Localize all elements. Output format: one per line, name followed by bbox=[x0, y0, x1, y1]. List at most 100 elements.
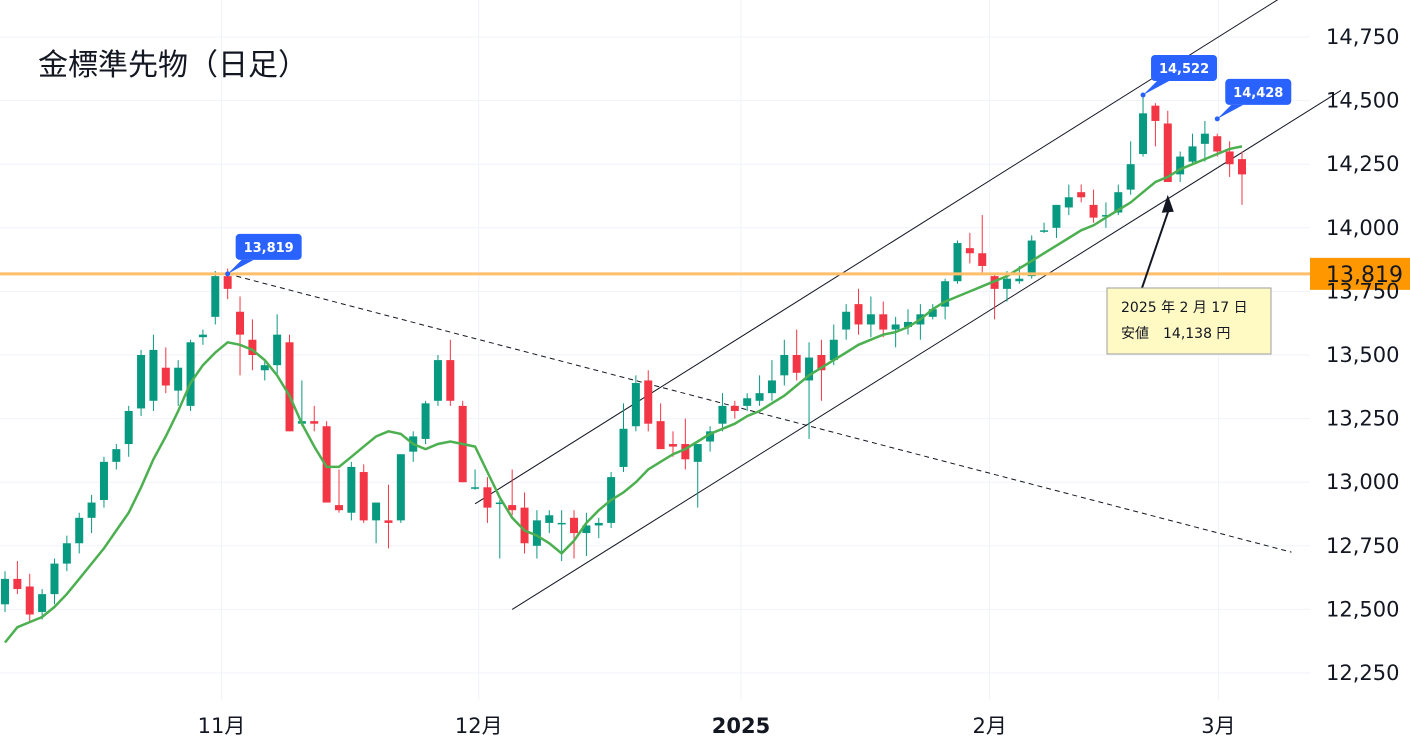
candle-5 bbox=[62, 535, 71, 572]
candle-51 bbox=[631, 375, 640, 432]
y-tick-label: 13,000 bbox=[1326, 470, 1399, 494]
candle-38 bbox=[471, 469, 480, 490]
candle-85 bbox=[1052, 204, 1061, 238]
candle-7 bbox=[87, 494, 96, 534]
candle-body bbox=[730, 405, 739, 411]
candle-67 bbox=[829, 324, 838, 366]
candle-97 bbox=[1200, 120, 1209, 162]
bubble-label: 14,428 bbox=[1233, 86, 1283, 101]
x-tick-label: 3月 bbox=[1201, 714, 1235, 738]
candle-78 bbox=[965, 232, 974, 264]
candle-body bbox=[792, 355, 801, 373]
candle-body bbox=[285, 342, 294, 432]
y-tick-label: 14,250 bbox=[1326, 152, 1399, 176]
candle-body bbox=[668, 444, 677, 447]
candle-body bbox=[396, 454, 405, 521]
low-note: 2025 年 2 月 17 日安値 14,138 円 bbox=[1106, 194, 1272, 355]
candle-body bbox=[433, 360, 442, 401]
candle-body bbox=[706, 431, 715, 442]
candle-body bbox=[483, 487, 492, 508]
candle-body bbox=[112, 449, 121, 462]
candle-63 bbox=[780, 339, 789, 386]
candle-body bbox=[1176, 156, 1185, 175]
candle-14 bbox=[174, 360, 183, 406]
candle-body bbox=[582, 525, 591, 534]
candle-100 bbox=[1238, 151, 1246, 205]
candle-body bbox=[743, 398, 752, 406]
bubble-pointer bbox=[1143, 81, 1170, 96]
candle-54 bbox=[668, 431, 677, 457]
channel-lower-line bbox=[511, 90, 1342, 610]
candle-body bbox=[1015, 278, 1024, 282]
candle-69 bbox=[854, 288, 863, 335]
candle-71 bbox=[879, 301, 888, 338]
candle-body bbox=[13, 578, 22, 590]
moving-average-line bbox=[4, 145, 1243, 644]
candle-body bbox=[1, 578, 9, 605]
candles bbox=[1, 95, 1246, 623]
candle-body bbox=[174, 367, 183, 391]
candle-body bbox=[829, 339, 838, 361]
candle-28 bbox=[347, 461, 356, 521]
candle-body bbox=[149, 349, 158, 401]
candle-body bbox=[1064, 197, 1073, 208]
candle-47 bbox=[582, 512, 591, 556]
candle-42 bbox=[520, 492, 529, 554]
candle-12 bbox=[149, 334, 158, 411]
price-bubble: 13,819 bbox=[225, 233, 302, 277]
candle-35 bbox=[433, 355, 442, 406]
candle-body bbox=[236, 311, 245, 335]
candle-27 bbox=[334, 469, 343, 513]
y-tick-label: 14,000 bbox=[1326, 216, 1399, 240]
y-tick-label: 13,750 bbox=[1326, 279, 1399, 303]
candle-body bbox=[186, 342, 195, 406]
candle-body bbox=[619, 428, 628, 467]
candle-9 bbox=[112, 444, 121, 470]
candle-48 bbox=[594, 517, 603, 539]
price-bubble: 14,522 bbox=[1140, 55, 1218, 98]
note-arrow-head bbox=[1161, 194, 1174, 213]
chart-title: 金標準先物（日足） bbox=[38, 48, 308, 83]
candle-46 bbox=[570, 510, 579, 559]
candle-92 bbox=[1139, 95, 1148, 157]
candle-59 bbox=[730, 400, 739, 419]
candle-body bbox=[767, 380, 776, 394]
candle-body bbox=[570, 517, 579, 534]
candle-body bbox=[1139, 113, 1148, 155]
candle-26 bbox=[322, 421, 331, 503]
candle-1 bbox=[13, 561, 22, 595]
price-bubbles: 13,819 14,522 14,428 bbox=[225, 55, 1292, 277]
candle-body bbox=[532, 520, 541, 546]
candle-11 bbox=[137, 349, 146, 417]
candle-87 bbox=[1077, 184, 1086, 203]
candle-8 bbox=[99, 456, 108, 508]
candle-73 bbox=[904, 309, 913, 335]
candle-body bbox=[594, 522, 603, 526]
y-axis: 12,250 12,500 12,750 13,000 13,250 13,500 13,7… bbox=[1326, 25, 1399, 685]
candle-body bbox=[347, 466, 356, 513]
candle-body bbox=[359, 472, 368, 521]
candle-body bbox=[965, 248, 974, 254]
candle-70 bbox=[866, 296, 875, 338]
candle-30 bbox=[372, 502, 381, 544]
candle-body bbox=[75, 517, 84, 544]
candle-6 bbox=[75, 512, 84, 554]
candle-body bbox=[718, 405, 727, 424]
candle-body bbox=[1002, 278, 1011, 289]
candle-body bbox=[372, 502, 381, 521]
bubble-pointer bbox=[1217, 104, 1244, 119]
candle-29 bbox=[359, 464, 368, 523]
candle-22 bbox=[273, 314, 282, 376]
candle-body bbox=[223, 276, 232, 289]
candle-body bbox=[137, 355, 146, 409]
candle-body bbox=[446, 360, 455, 401]
candle-20 bbox=[248, 319, 257, 371]
candle-body bbox=[1052, 204, 1061, 228]
candle-93 bbox=[1151, 103, 1160, 147]
candle-17 bbox=[211, 271, 220, 325]
bubble-box bbox=[1151, 55, 1218, 82]
candle-body bbox=[50, 563, 59, 595]
candle-56 bbox=[693, 444, 702, 508]
candle-79 bbox=[978, 215, 987, 274]
